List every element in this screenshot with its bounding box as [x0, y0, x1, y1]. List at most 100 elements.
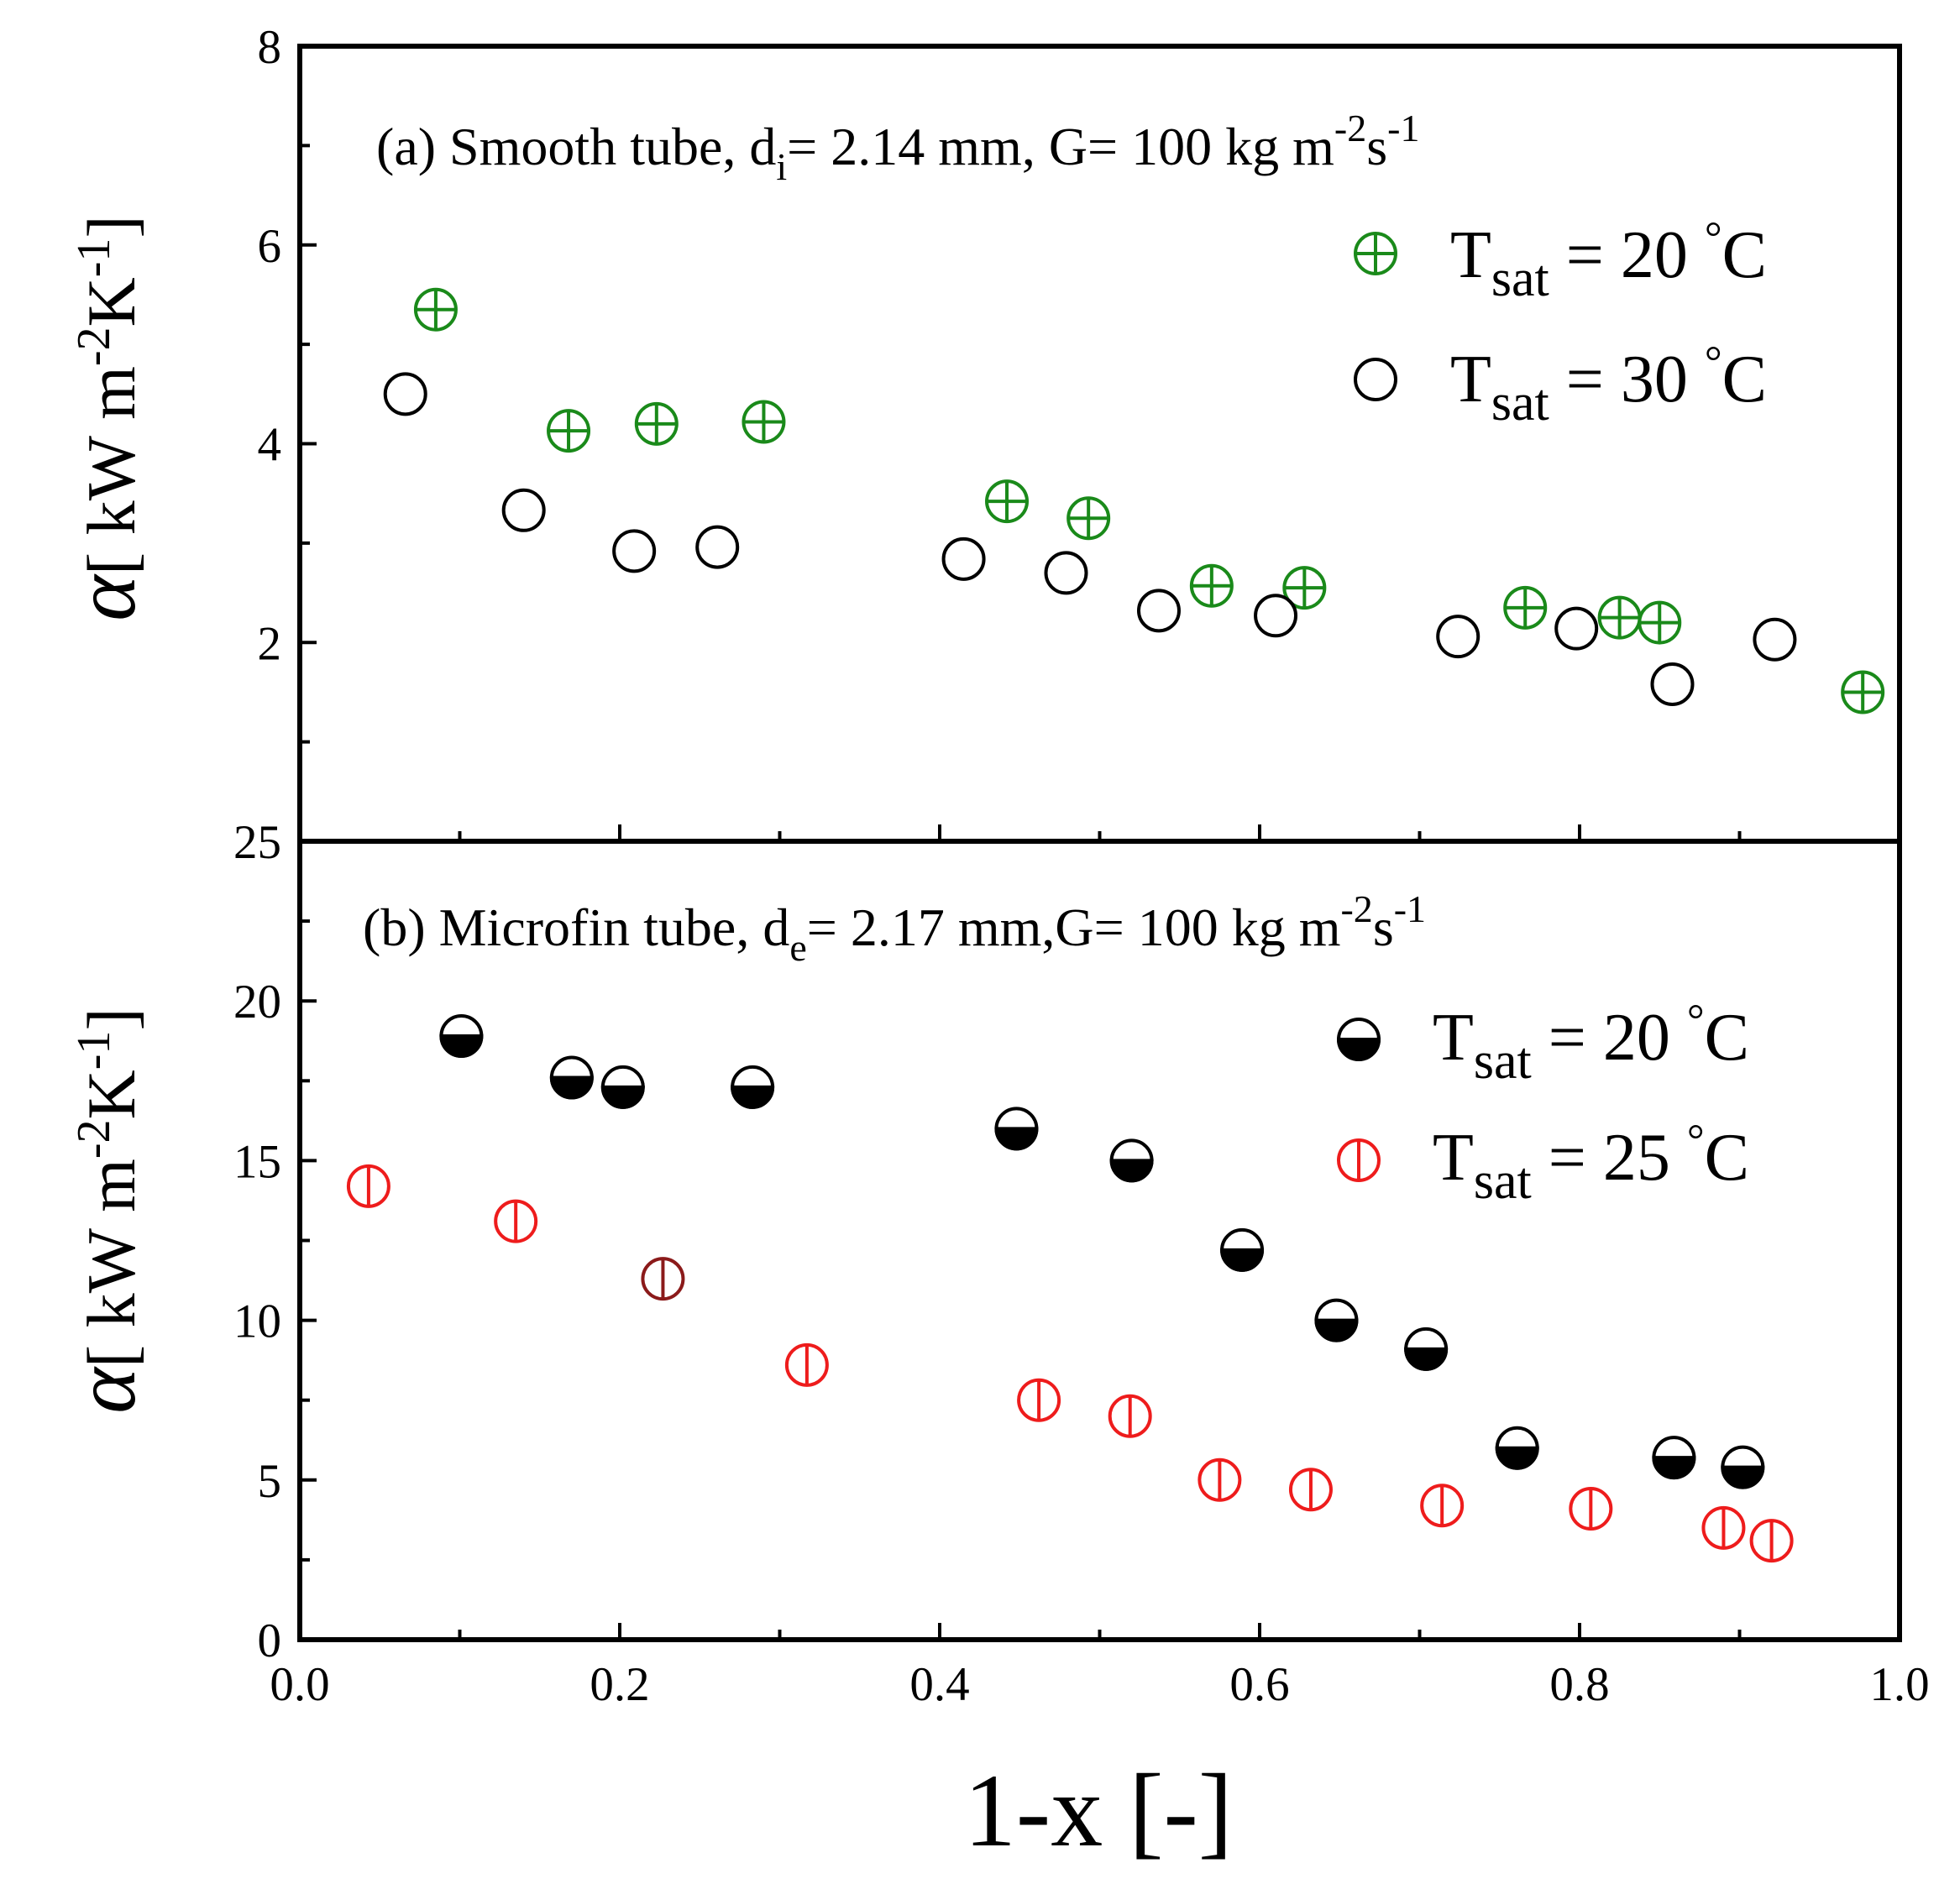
data-point: [501, 488, 546, 532]
legend-marker: [1354, 358, 1397, 401]
data-point: [346, 1164, 390, 1208]
data-point: [1495, 1426, 1539, 1470]
panel-b-legend-c: C: [1705, 1121, 1749, 1195]
data-point: [1749, 1519, 1794, 1563]
panel-b-points: [346, 1014, 1794, 1563]
data-point: [994, 1107, 1039, 1151]
data-point: [1554, 606, 1599, 651]
data-point: [1420, 1484, 1465, 1528]
data-point: [439, 1014, 484, 1059]
y-tick-label: 8: [258, 21, 282, 74]
panel-a-legend: Tsat = 20 °C Tsat = 30 °C: [1354, 214, 1767, 432]
panel-a-ylabel-symbol: α: [57, 573, 154, 621]
data-point: [1254, 594, 1298, 638]
data-point: [1136, 589, 1181, 633]
panel-a-legend-deg: °: [1705, 338, 1722, 386]
panel-a-legend-t: T: [1450, 218, 1491, 292]
x-axis-label: 1-x [-]: [964, 1753, 1233, 1868]
data-point: [413, 287, 458, 332]
x-tick-label: 0.6: [1229, 1658, 1289, 1711]
data-point: [1189, 563, 1234, 608]
panel-b-legend-sub: sat: [1474, 1033, 1532, 1090]
y-tick-label: 6: [258, 220, 282, 273]
data-point: [784, 1342, 829, 1387]
panel-b-legend-t: T: [1433, 1121, 1474, 1195]
panel-a-ylabel-sup1: -2: [68, 327, 120, 366]
panel-b-ylabel-sup1: -2: [68, 1119, 120, 1159]
data-point: [1597, 595, 1642, 640]
data-point: [941, 536, 986, 581]
data-point: [1841, 670, 1885, 714]
panel-b-legend-sub: sat: [1474, 1153, 1532, 1210]
panel-a-legend-marker-tsat20: [1354, 232, 1397, 275]
data-point: [1701, 1505, 1746, 1550]
plot-frames: [297, 44, 1902, 1642]
svg-text:α[ kW m-2K-1]: α[ kW m-2K-1]: [57, 1007, 154, 1413]
y-tick-label: 20: [233, 976, 281, 1028]
data-point: [641, 1257, 685, 1301]
panel-b-legend-eq: = 25: [1532, 1121, 1687, 1195]
svg-text:α[ kW m-2K-1]: α[ kW m-2K-1]: [57, 215, 154, 620]
data-point: [1282, 566, 1327, 610]
data-point: [1436, 615, 1480, 659]
panel-b-title-s: s: [1373, 898, 1394, 957]
panel-a-legend-sub: sat: [1491, 250, 1549, 307]
y-tick-label: 10: [233, 1295, 281, 1348]
panel-a: 2 4 6 8 (a) Smooth tube, di= 2.14 mm, G= 10…: [57, 21, 1901, 843]
x-tick-label: 0.4: [909, 1658, 969, 1711]
data-point: [494, 1199, 538, 1243]
data-point: [1066, 496, 1111, 541]
panel-b: 0 5 10 15 20 25 0.0 0.2 0.4 0.6 0.8 1.0 (b) Microfi…: [57, 816, 1930, 1711]
panel-a-legend-c: C: [1722, 343, 1767, 416]
panel-b-legend-marker-tsat25: [1337, 1138, 1381, 1182]
panel-a-legend-eq: = 30: [1549, 343, 1705, 416]
panel-a-ylabel-units: [ kW m: [73, 366, 149, 575]
panel-b-title: (b) Microfin tube, de= 2.17 mm,G= 100 kg…: [363, 887, 1426, 969]
legend-marker: [1337, 1138, 1381, 1182]
data-point: [1220, 1227, 1265, 1272]
panel-a-title-sub: i: [776, 145, 787, 188]
panel-a-legend-c: C: [1722, 218, 1767, 292]
panel-a-title: (a) Smooth tube, di= 2.14 mm, G= 100 kg …: [376, 107, 1419, 188]
data-point: [1017, 1378, 1061, 1422]
y-tick-label: 5: [258, 1455, 282, 1508]
panel-a-title-rest: = 2.14 mm, G= 100 kg m: [787, 117, 1334, 176]
data-point: [1652, 1436, 1696, 1480]
x-tick-label: 0.8: [1549, 1658, 1609, 1711]
legend-marker: [1336, 1018, 1381, 1061]
panel-b-ticks: 0 5 10 15 20 25 0.0 0.2 0.4 0.6 0.8 1.0: [233, 816, 1930, 1711]
data-point: [742, 400, 786, 444]
panel-b-legend-label-tsat20: Tsat = 20 °C: [1433, 997, 1749, 1090]
legend-marker: [1354, 232, 1397, 275]
data-point: [547, 409, 591, 453]
data-point: [383, 372, 427, 416]
panel-b-title-sup1: -2: [1340, 887, 1372, 930]
data-point: [985, 479, 1030, 524]
panel-a-ylabel-k: K: [73, 277, 149, 327]
panel-a-ylabel: α[ kW m-2K-1]: [57, 215, 154, 620]
panel-a-title-s: s: [1366, 117, 1387, 176]
data-point: [600, 1065, 645, 1109]
data-point: [1753, 617, 1797, 662]
panel-a-legend-deg: °: [1705, 214, 1722, 262]
data-point: [1109, 1138, 1154, 1183]
panel-b-legend-t: T: [1433, 1001, 1474, 1075]
data-point: [1044, 551, 1088, 595]
data-point: [1197, 1457, 1242, 1502]
data-point: [1503, 585, 1548, 630]
panel-a-legend-marker-tsat30: [1354, 358, 1397, 401]
data-point: [549, 1055, 594, 1100]
panel-b-ylabel-k: K: [73, 1070, 149, 1119]
panel-b-ylabel-symbol: α: [57, 1366, 154, 1414]
data-point: [634, 401, 679, 446]
panel-b-legend: Tsat = 20 °C Tsat = 25 °C: [1336, 997, 1749, 1210]
data-point: [1314, 1298, 1359, 1342]
panel-b-legend-eq: = 20: [1532, 1001, 1687, 1075]
y-tick-label: 15: [233, 1135, 281, 1188]
panel-a-ylabel-sup2: -1: [68, 238, 120, 278]
x-tick-label: 1.0: [1869, 1658, 1929, 1711]
y-tick-label: 4: [258, 419, 282, 472]
panel-b-title-main: (b) Microfin tube, d: [363, 898, 789, 957]
panel-b-legend-c: C: [1705, 1001, 1749, 1075]
panel-a-legend-t: T: [1450, 343, 1491, 416]
